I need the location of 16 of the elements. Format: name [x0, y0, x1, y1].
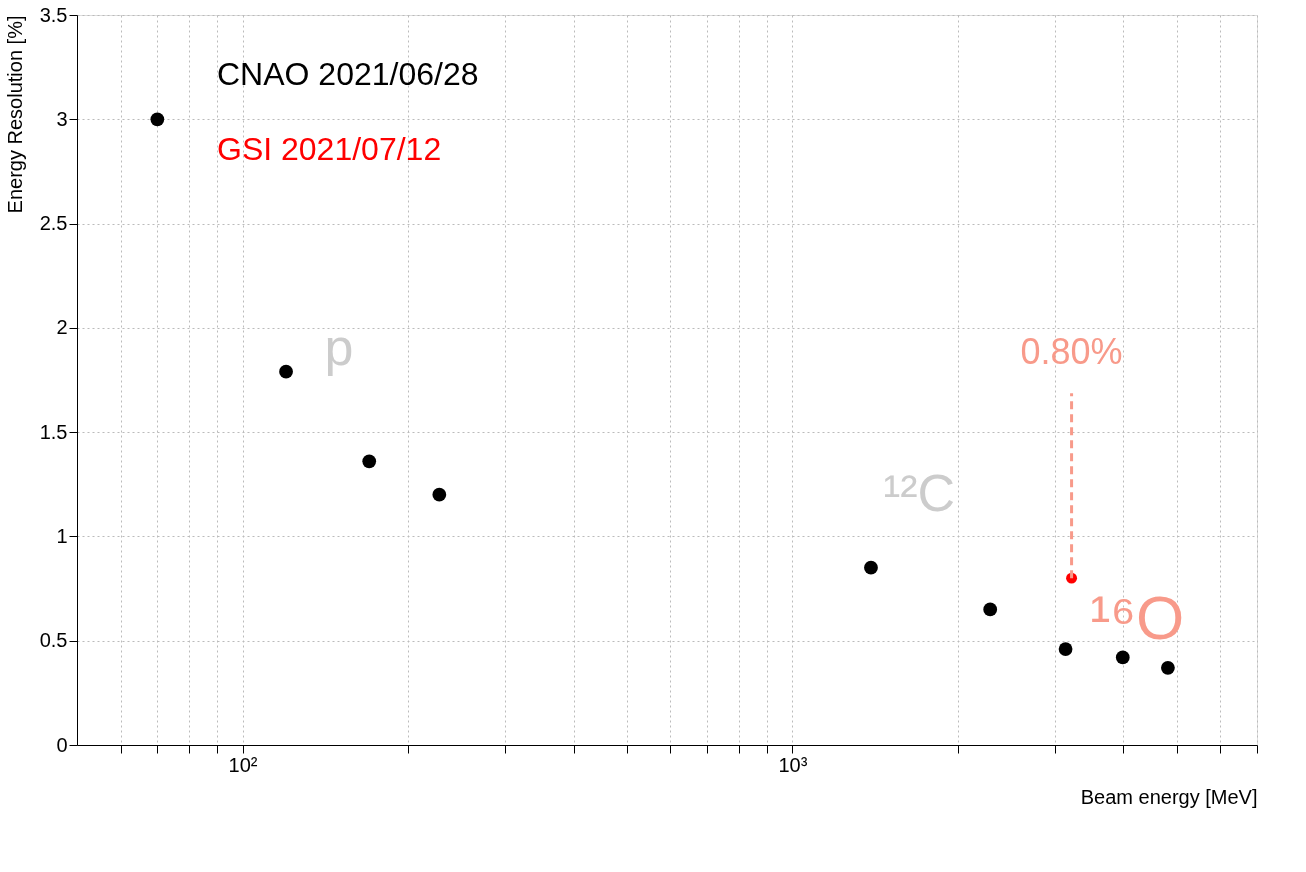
y-tick-label: 0.5: [39, 629, 68, 652]
x-tick-label: 10³: [778, 753, 808, 776]
annotation: ¹⁶O: [1089, 583, 1185, 652]
x-tick-label: 10²: [228, 753, 258, 776]
x-axis-title: Beam energy [MeV]: [1080, 785, 1258, 808]
series-label: CNAO 2021/06/28: [217, 56, 479, 92]
y-tick-label: 3: [56, 107, 68, 130]
y-tick-label: 1: [56, 524, 68, 547]
y-tick-label: 3.5: [39, 3, 68, 26]
y-tick-label: 2: [56, 316, 68, 339]
y-tick-label: 1.5: [39, 420, 68, 443]
y-tick-label: 0: [56, 733, 68, 756]
y-tick-label: 2.5: [39, 212, 68, 235]
y-axis-title: Energy Resolution [%]: [3, 15, 26, 214]
text: GSI 2021/07/12: [217, 131, 442, 167]
annotation: 0.80%: [1020, 331, 1123, 373]
